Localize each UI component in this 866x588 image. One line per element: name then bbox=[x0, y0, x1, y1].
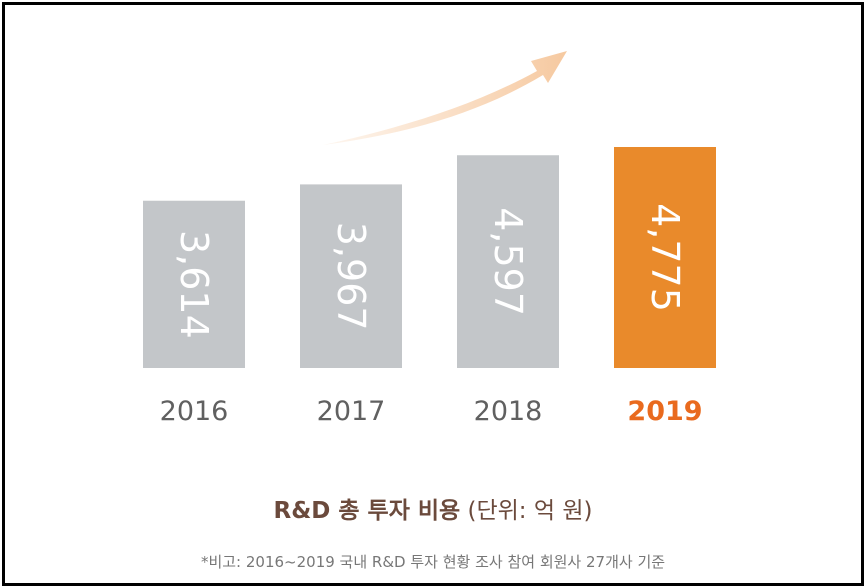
category-label-2016: 2016 bbox=[160, 396, 229, 427]
chart-title: R&D 총 투자 비용 (단위: 억 원) bbox=[5, 491, 861, 525]
bar-value-label-2019: 4,775 bbox=[643, 203, 687, 312]
bar-value-label-2017: 3,967 bbox=[329, 222, 373, 331]
category-label-2019: 2019 bbox=[627, 396, 702, 427]
chart-title-main: R&D 총 투자 비용 bbox=[273, 498, 461, 524]
bar-2019 bbox=[614, 147, 716, 368]
category-label-2017: 2017 bbox=[317, 396, 386, 427]
chart-title-unit: (단위: 억 원) bbox=[467, 498, 593, 524]
bar-value-label-2018: 4,597 bbox=[486, 207, 530, 316]
category-label-2018: 2018 bbox=[474, 396, 543, 427]
chart-note: *비고: 2016~2019 국내 R&D 투자 현황 조사 참여 회원사 27… bbox=[200, 553, 666, 571]
bar-value-label-2016: 3,614 bbox=[172, 230, 216, 339]
bar-2018 bbox=[457, 155, 559, 368]
growth-arrow bbox=[323, 51, 567, 145]
bar-2017 bbox=[300, 184, 402, 368]
bar-chart: 3,614 2016 3,967 2017 4,597 2018 4,775 2019 bbox=[143, 51, 716, 427]
bar-2016 bbox=[143, 200, 245, 368]
